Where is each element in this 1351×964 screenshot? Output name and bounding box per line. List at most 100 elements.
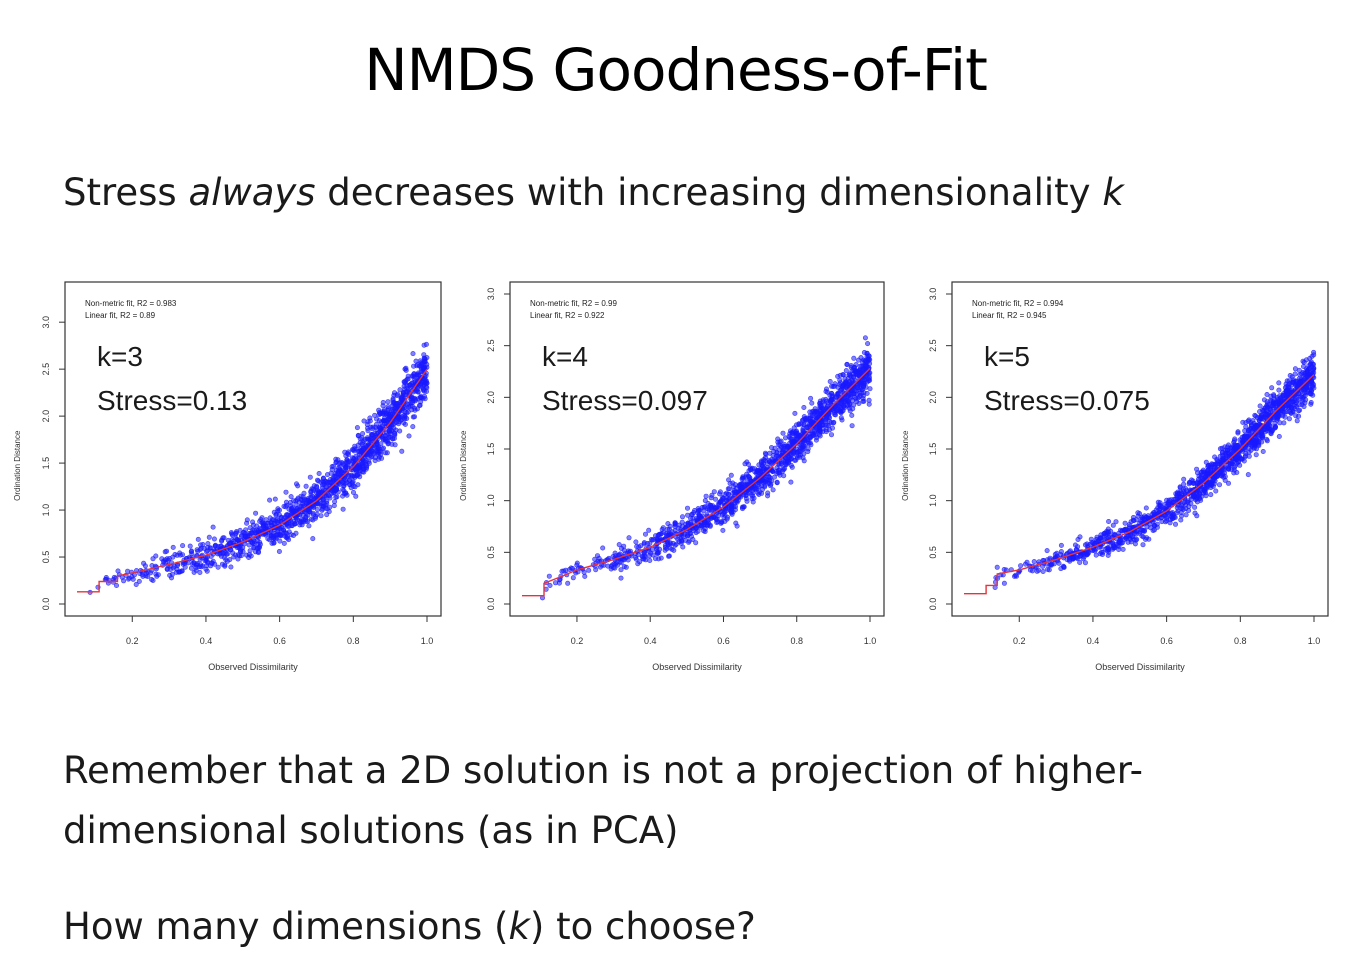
- subtitle-k: k: [1102, 171, 1124, 214]
- scatter-point: [354, 425, 360, 431]
- scatter-point: [574, 560, 580, 566]
- scatter-point: [1264, 399, 1270, 405]
- scatter-point: [1241, 458, 1247, 464]
- scatter-point: [1237, 462, 1243, 468]
- scatter-point: [389, 441, 395, 447]
- scatter-point: [1237, 437, 1243, 443]
- scatter-point: [747, 465, 753, 471]
- scatter-point: [1179, 491, 1185, 497]
- scatter-point: [866, 401, 872, 407]
- scatter-point: [1220, 449, 1226, 455]
- scatter-point: [213, 542, 219, 548]
- scatter-point: [211, 536, 217, 542]
- scatter-point: [1273, 401, 1279, 407]
- scatter-point: [641, 541, 647, 547]
- scatter-point: [621, 543, 627, 549]
- subtitle-before: Stress: [63, 171, 189, 214]
- question-after: ) to choose?: [529, 905, 756, 948]
- scatter-point: [402, 421, 408, 427]
- scatter-point: [399, 448, 405, 454]
- scatter-point: [215, 551, 221, 557]
- scatter-point: [862, 335, 868, 341]
- scatter-point: [1247, 427, 1253, 433]
- y-tick-label: 1.5: [486, 443, 496, 456]
- scatter-point: [1138, 518, 1144, 524]
- scatter-point: [770, 487, 776, 493]
- scatter-point: [325, 479, 331, 485]
- scatter-point: [204, 549, 210, 555]
- scatter-point: [233, 535, 239, 541]
- scatter-point: [228, 564, 234, 570]
- scatter-point: [1001, 580, 1007, 586]
- scatter-point: [684, 505, 690, 511]
- scatter-point: [613, 561, 619, 567]
- scatter-point: [215, 564, 221, 570]
- scatter-point: [608, 566, 614, 572]
- x-tick-label: 0.4: [644, 636, 657, 646]
- scatter-point: [752, 466, 758, 472]
- scatter-point: [343, 464, 349, 470]
- scatter-point: [224, 551, 230, 557]
- scatter-point: [1203, 485, 1209, 491]
- scatter-point: [1276, 387, 1282, 393]
- scatter-point: [719, 519, 725, 525]
- scatter-point: [376, 425, 382, 431]
- k-annotation: k=5: [984, 341, 1030, 372]
- scatter-point: [1125, 532, 1131, 538]
- scatter-point: [695, 528, 701, 534]
- scatter-point: [837, 377, 843, 383]
- scatter-point: [352, 443, 358, 449]
- scatter-point: [774, 450, 780, 456]
- stress-annotation: Stress=0.13: [97, 385, 247, 416]
- scatter-point: [1192, 510, 1198, 516]
- scatter-point: [376, 407, 382, 413]
- scatter-point: [253, 510, 259, 516]
- scatter-point: [414, 363, 420, 369]
- legend-linear: Linear fit, R2 = 0.945: [972, 311, 1047, 320]
- scatter-point: [835, 391, 841, 397]
- scatter-point: [662, 547, 668, 553]
- scatter-point: [378, 441, 384, 447]
- scatter-point: [175, 562, 181, 568]
- scatter-point: [656, 531, 662, 537]
- scatter-point: [1116, 543, 1122, 549]
- scatter-point: [762, 484, 768, 490]
- scatter-point: [565, 580, 571, 586]
- scatter-point: [1194, 490, 1200, 496]
- chart-panel-1: 0.0 0.5 1.0 1.5 2.0 2.5 3.0 0.2 0.4 0.6 0.8 1.0 Obse…: [13, 281, 442, 672]
- x-tick-label: 0.8: [1234, 636, 1247, 646]
- scatter-point: [865, 341, 871, 347]
- scatter-point: [826, 423, 832, 429]
- scatter-point: [1105, 552, 1111, 558]
- scatter-point: [340, 506, 346, 512]
- scatter-point: [303, 483, 309, 489]
- scatter-point: [1250, 440, 1256, 446]
- scatter-point: [1257, 403, 1263, 409]
- scatter-point: [546, 573, 552, 579]
- scatter-point: [829, 383, 835, 389]
- scatter-point: [231, 554, 237, 560]
- scatter-point: [552, 580, 558, 586]
- subtitle: Stress always decreases with increasing …: [63, 163, 1124, 223]
- scatter-point: [281, 540, 287, 546]
- scatter-point: [1084, 541, 1090, 547]
- scatter-point: [411, 375, 417, 381]
- scatter-point: [1054, 553, 1060, 559]
- scatter-point: [1254, 423, 1260, 429]
- scatter-point: [357, 440, 363, 446]
- scatter-point: [212, 561, 218, 567]
- scatter-point: [808, 442, 814, 448]
- scatter-point: [314, 507, 320, 513]
- scatter-point: [383, 438, 389, 444]
- scatter-point: [1299, 388, 1305, 394]
- scatter-point: [647, 557, 653, 563]
- scatter-point: [111, 574, 117, 580]
- scatter-point: [219, 561, 225, 567]
- scatter-point: [733, 489, 739, 495]
- scatter-point: [205, 560, 211, 566]
- scatter-point: [332, 499, 338, 505]
- scatter-point: [154, 573, 160, 579]
- scatter-point: [410, 351, 416, 357]
- scatter-point: [141, 560, 147, 566]
- scatter-point: [411, 414, 417, 420]
